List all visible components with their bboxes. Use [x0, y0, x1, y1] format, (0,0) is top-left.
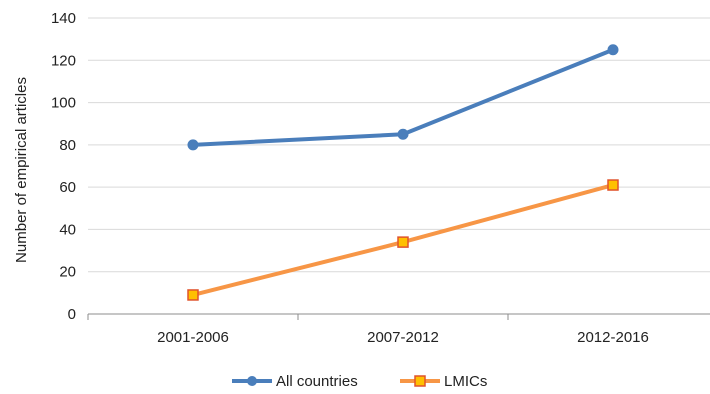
y-tick-label: 140 — [51, 10, 76, 27]
data-point — [607, 44, 619, 56]
data-point — [187, 139, 199, 151]
y-tick-label: 0 — [68, 306, 76, 323]
legend: All countries LMICs — [232, 373, 487, 390]
series-all-countries — [187, 44, 619, 151]
x-tick-label: 2001-2006 — [157, 329, 229, 346]
y-tick-label: 20 — [59, 264, 76, 281]
y-tick-label: 60 — [59, 179, 76, 196]
legend-marker — [247, 376, 257, 386]
x-tick-label: 2012-2016 — [577, 329, 649, 346]
x-tick-labels: 2001-2006 2007-2012 2012-2016 — [157, 329, 649, 346]
series-lmics — [187, 179, 619, 301]
data-point — [397, 236, 409, 248]
data-point — [607, 179, 619, 191]
y-tick-label: 80 — [59, 137, 76, 154]
axes — [87, 313, 710, 320]
gridlines — [88, 17, 710, 273]
y-axis-title: Number of empirical articles — [13, 77, 30, 263]
y-tick-label: 100 — [51, 95, 76, 112]
legend-marker — [414, 375, 426, 387]
y-tick-label: 120 — [51, 52, 76, 69]
x-tick-label: 2007-2012 — [367, 329, 439, 346]
legend-item-lmics: LMICs — [400, 373, 487, 390]
legend-item-all-countries: All countries — [232, 373, 358, 390]
y-tick-labels: 0 20 40 60 80 100 120 140 — [51, 10, 76, 323]
data-point — [397, 128, 409, 140]
data-point — [187, 289, 199, 301]
series — [187, 44, 619, 301]
legend-label: All countries — [276, 373, 358, 390]
legend-label: LMICs — [444, 373, 487, 390]
y-tick-label: 40 — [59, 221, 76, 238]
